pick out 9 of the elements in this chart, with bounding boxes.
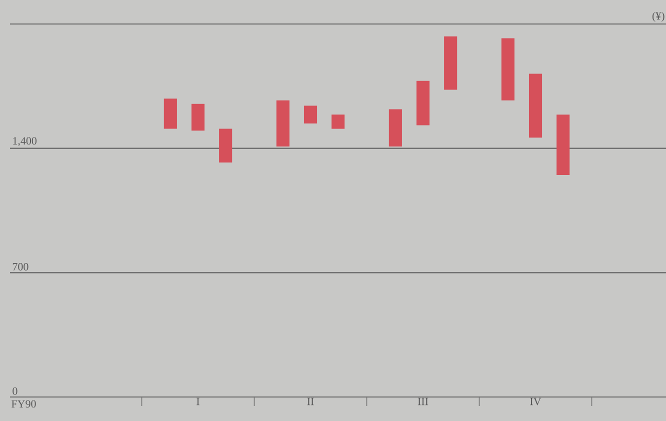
text: (¥) <box>652 12 664 22</box>
y-tick-label: 700 <box>12 263 28 270</box>
y-tick-label: 0 <box>12 387 18 395</box>
x-tick-label: IV <box>530 398 542 406</box>
x-tick-label: I <box>196 398 200 406</box>
y-tick-label: 1,400 <box>13 137 37 146</box>
x-tick-label: III <box>418 398 428 406</box>
x-tick-label: II <box>307 398 314 406</box>
text: FY90 <box>12 400 36 408</box>
